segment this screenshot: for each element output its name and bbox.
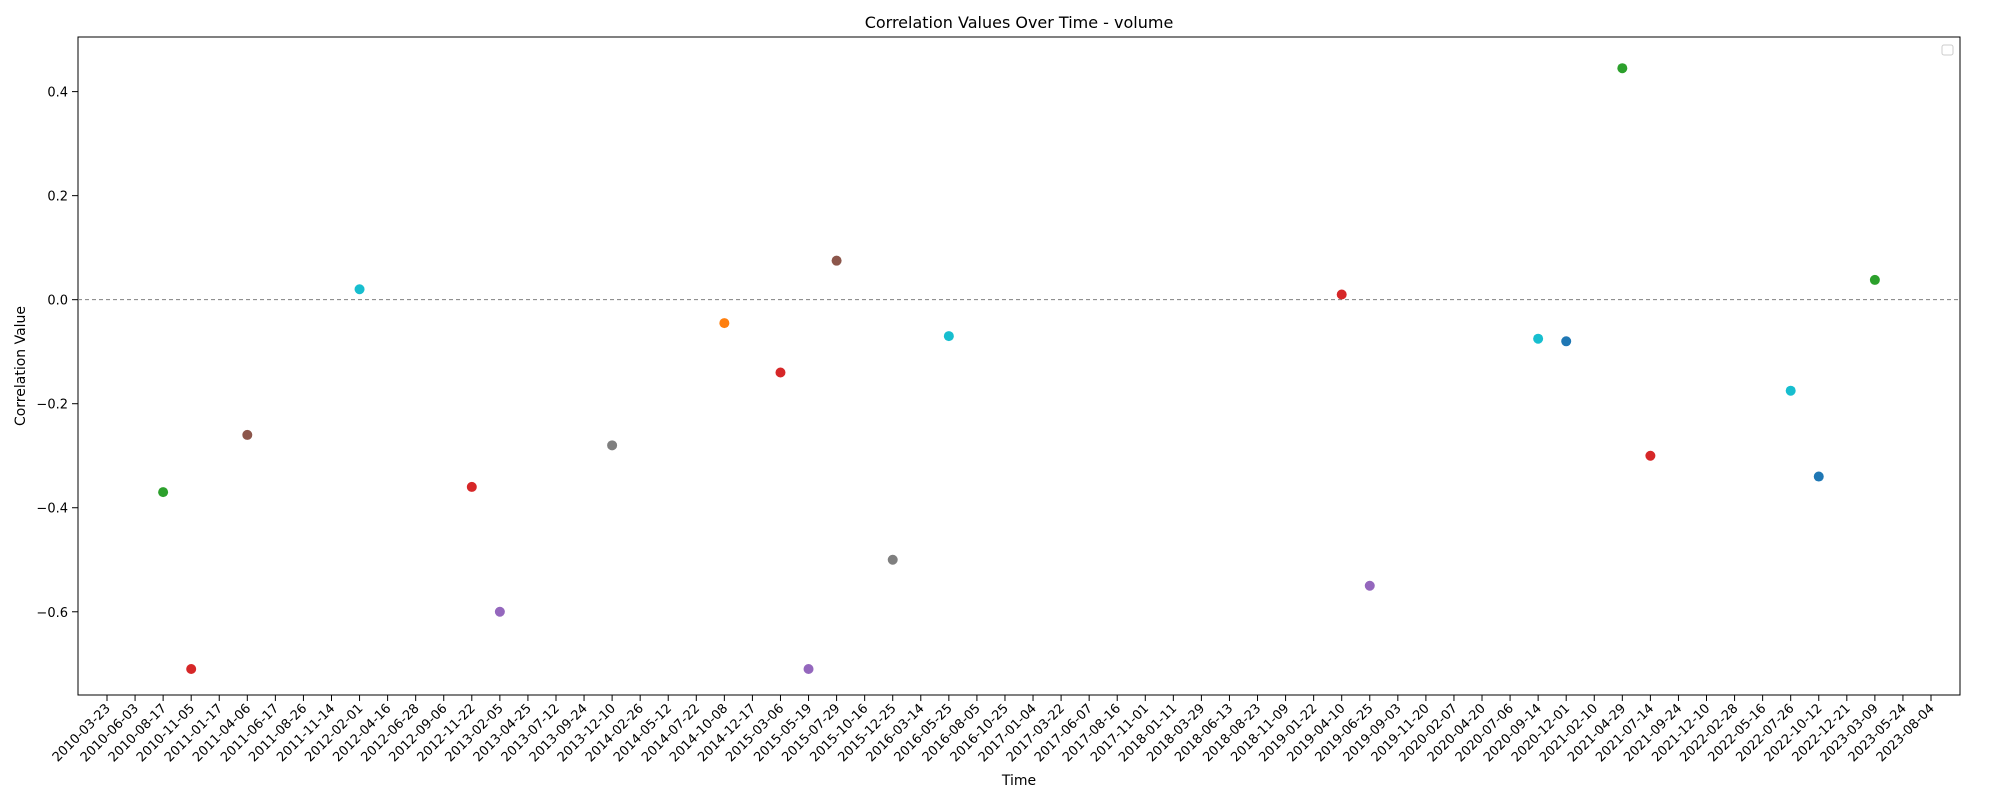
data-points — [158, 63, 1880, 674]
y-tick-label: −0.6 — [36, 606, 68, 621]
data-point — [775, 367, 786, 378]
data-point — [1869, 274, 1880, 285]
data-point — [607, 440, 618, 451]
y-tick-label: 0.0 — [47, 294, 68, 309]
y-tick-label: 0.2 — [47, 190, 68, 205]
data-point — [1617, 63, 1628, 74]
x-axis: 2010-03-232010-06-032010-08-172010-11-05… — [50, 695, 1938, 765]
y-axis: −0.6 −0.4 −0.2 0.0 0.2 0.4 — [36, 86, 78, 621]
data-point — [494, 606, 505, 617]
data-point — [1785, 385, 1796, 396]
data-point — [466, 481, 477, 492]
data-point — [354, 284, 365, 295]
y-tick-label: −0.4 — [36, 502, 68, 517]
data-point — [1645, 450, 1656, 461]
data-point — [1561, 336, 1572, 347]
data-point — [943, 331, 954, 342]
data-point — [1813, 471, 1824, 482]
data-point — [1336, 289, 1347, 300]
data-point — [887, 554, 898, 565]
x-axis-title: Time — [1001, 773, 1036, 789]
y-tick-label: 0.4 — [47, 86, 68, 101]
legend-box — [1941, 44, 1954, 56]
chart-title: Correlation Values Over Time - volume — [865, 13, 1174, 32]
data-point — [158, 487, 169, 498]
data-point — [242, 429, 253, 440]
data-point — [1533, 333, 1544, 344]
data-point — [803, 663, 814, 674]
data-point — [186, 663, 197, 674]
y-tick-label: −0.2 — [36, 398, 68, 413]
y-axis-title: Correlation Value — [13, 306, 29, 426]
data-point — [719, 318, 730, 329]
data-point — [831, 255, 842, 266]
data-point — [1364, 580, 1375, 591]
plot-area-frame — [77, 36, 1961, 696]
